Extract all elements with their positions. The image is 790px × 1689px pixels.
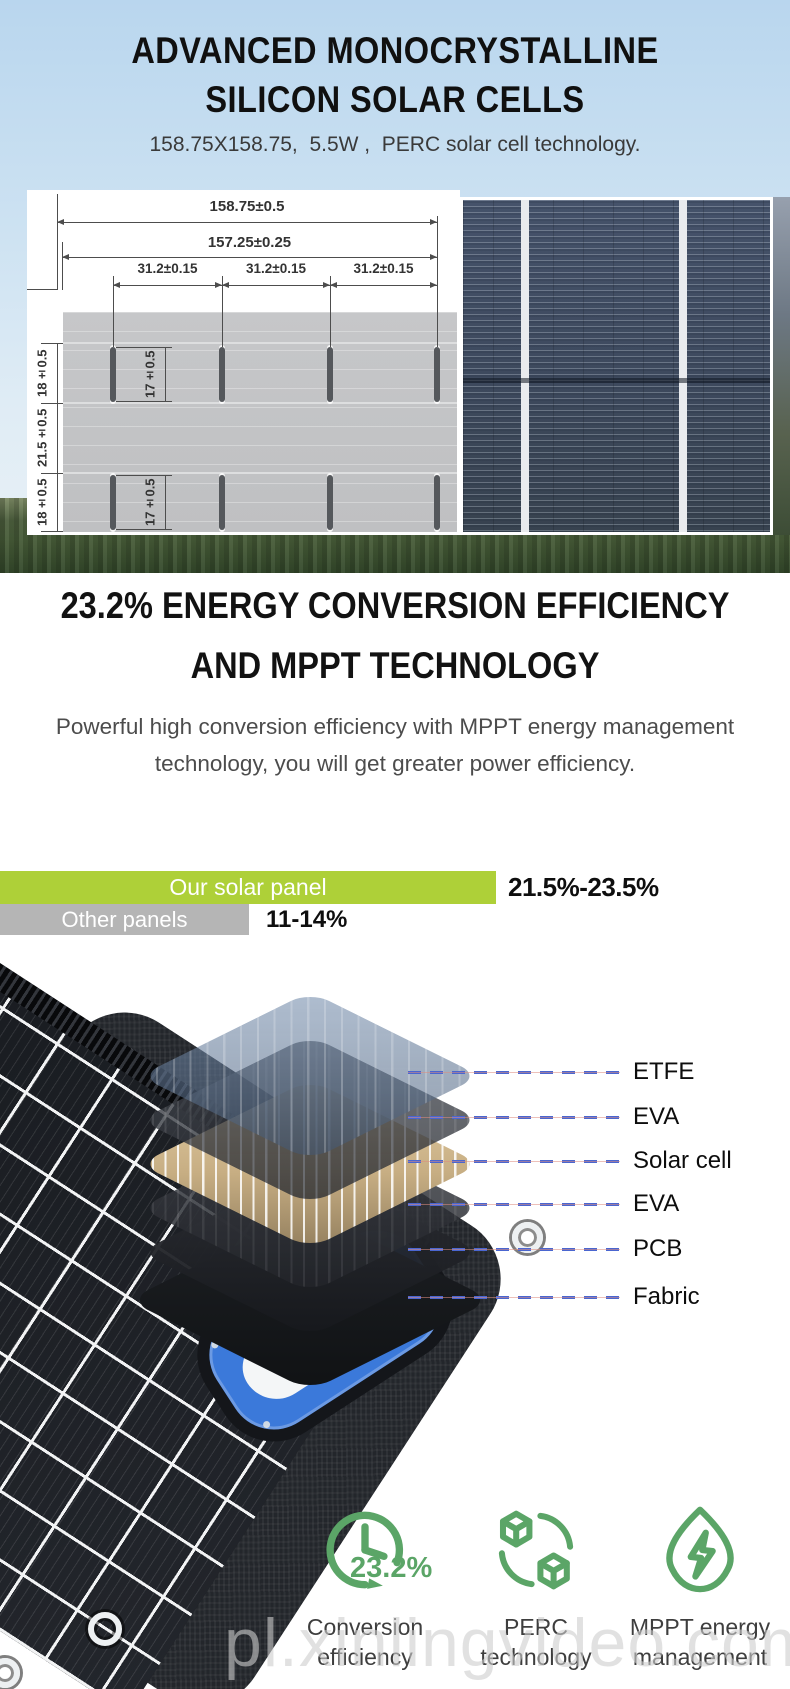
busbar-pad <box>327 475 333 530</box>
extension-line <box>41 531 63 532</box>
hero-section: ADVANCED MONOCRYSTALLINE SILICON SOLAR C… <box>0 0 790 573</box>
dimension-line-pitch <box>222 282 330 288</box>
grommet-ring <box>0 1658 20 1688</box>
busbar-pad <box>110 475 116 530</box>
efficiency-value-text: 23.2% <box>350 1552 433 1584</box>
extension-line <box>57 194 58 290</box>
dimension-label-pad-bottom: 17±0.5 <box>142 478 158 527</box>
feature-perc-technology: PERC technology <box>441 1500 631 1673</box>
solar-cell-photo <box>460 197 773 535</box>
dimension-line-pitch <box>330 282 437 288</box>
leader-line-solar-cell <box>408 1160 620 1163</box>
dimension-line-pad-height <box>165 475 166 530</box>
busbar-pad <box>219 347 225 402</box>
row-divider <box>63 342 457 344</box>
dimension-label-pad-top: 17±0.5 <box>142 350 158 399</box>
feature-conversion-efficiency: Conversion efficiency <box>270 1500 460 1673</box>
dimension-label-pitch-3: 31.2±0.15 <box>353 261 414 276</box>
dimension-line-rows <box>57 343 58 531</box>
extension-line <box>437 216 438 347</box>
extension-line <box>116 475 172 476</box>
busbar-pad <box>434 347 440 402</box>
dimension-label-inner-width: 157.25±0.25 <box>207 234 292 251</box>
extension-line <box>41 473 63 474</box>
leader-line-pcb <box>408 1248 620 1251</box>
efficiency-heading-line1: 23.2% ENERGY CONVERSION EFFICIENCY <box>60 585 730 626</box>
extension-line <box>222 276 223 347</box>
bar-label-ours: Our solar panel <box>169 874 327 900</box>
extension-line <box>116 529 172 530</box>
dimension-label-row-top: 18±0.5 <box>34 349 50 397</box>
row-divider <box>63 402 457 404</box>
dimension-label-pitch-2: 31.2±0.15 <box>246 261 306 276</box>
feature-caption-line1: PERC <box>504 1614 568 1640</box>
bar-other-panels: Other panels <box>0 904 249 935</box>
busbar-pad <box>434 475 440 530</box>
page-title-line1: ADVANCED MONOCRYSTALLINE <box>131 30 659 71</box>
bar-value-ours: 21.5%-23.5% <box>508 872 659 902</box>
extension-line <box>27 289 57 290</box>
dimension-line-total-width <box>57 219 437 225</box>
busbar <box>521 200 529 532</box>
feature-caption-line1: MPPT energy <box>629 1614 771 1640</box>
cell-seam <box>463 378 770 383</box>
page-subtitle: 158.75X158.75, 5.5W , PERC solar cell te… <box>149 133 641 156</box>
grommet-ring <box>88 1612 122 1646</box>
feature-caption-line1: Conversion <box>306 1614 424 1640</box>
efficiency-body-line1: Powerful high conversion efficiency with… <box>55 714 735 739</box>
recycle-cubes-icon <box>441 1500 631 1600</box>
dimension-label-total-width: 158.75±0.5 <box>209 198 285 215</box>
busbar-pad <box>327 347 333 402</box>
layer-label-eva-top: EVA <box>633 1103 680 1130</box>
feature-caption-line2: management <box>632 1644 768 1671</box>
extension-line <box>41 343 63 344</box>
extension-line <box>116 347 172 348</box>
leader-line-etfe <box>408 1071 620 1074</box>
dimension-line-pad-height <box>165 347 166 402</box>
dimension-line-inner-width <box>62 254 437 260</box>
leader-line-eva-bottom <box>408 1203 620 1206</box>
extension-line <box>113 276 114 347</box>
feature-caption-line2: technology <box>480 1644 592 1671</box>
dimension-line-pitch <box>113 282 222 288</box>
leaf-energy-icon <box>605 1500 790 1600</box>
clock-icon <box>270 1500 460 1600</box>
busbar-pad <box>219 475 225 530</box>
extension-line <box>41 403 63 404</box>
layer-label-solar-cell: Solar cell <box>633 1147 732 1174</box>
layer-label-pcb: PCB <box>633 1235 683 1262</box>
layer-label-etfe: ETFE <box>633 1058 695 1085</box>
busbar <box>679 200 687 532</box>
watermark-text: pl.xinlingvideo.com <box>224 1605 790 1681</box>
layer-label-fabric: Fabric <box>633 1283 700 1310</box>
cell-body-drawing <box>63 312 457 532</box>
dimension-label-row-gap: 21.5±0.5 <box>34 408 50 468</box>
layer-label-eva-bottom: EVA <box>633 1190 680 1217</box>
cell-dimension-drawing: 158.75±0.5 157.25±0.25 31.2±0.15 31.2±0.… <box>27 190 460 535</box>
page-title-line2: SILICON SOLAR CELLS <box>205 79 585 120</box>
extension-line <box>116 401 172 402</box>
bar-our-solar-panel: Our solar panel <box>0 871 496 904</box>
bar-value-other: 11-14% <box>266 905 348 933</box>
extension-line <box>62 242 63 290</box>
busbar-pad <box>110 347 116 402</box>
leader-line-fabric <box>408 1296 620 1299</box>
feature-mppt-management: MPPT energy management <box>605 1500 790 1673</box>
extension-line <box>330 276 331 347</box>
efficiency-heading-line2: AND MPPT TECHNOLOGY <box>190 645 600 686</box>
bar-label-other: Other panels <box>61 906 188 932</box>
leader-line-eva-top <box>408 1116 620 1119</box>
row-divider <box>63 472 457 474</box>
dimension-label-pitch-1: 31.2±0.15 <box>137 261 198 276</box>
feature-caption-line2: efficiency <box>317 1644 413 1671</box>
efficiency-body-line2: technology, you will get greater power e… <box>154 751 636 776</box>
screw-dot <box>261 1419 272 1430</box>
dimension-label-row-bottom: 18±0.5 <box>34 478 50 526</box>
